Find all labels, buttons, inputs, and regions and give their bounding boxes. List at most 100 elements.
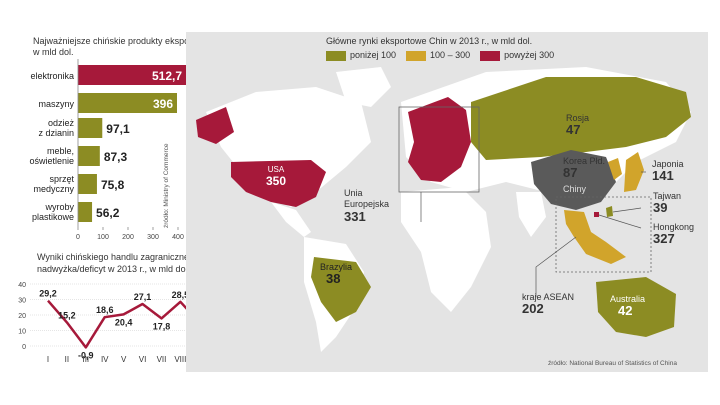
leader-taiwan xyxy=(612,207,642,213)
label-korea-value: 87 xyxy=(563,165,578,180)
label-japan: Japonia 141 xyxy=(652,159,684,183)
label-china: Chiny xyxy=(563,184,587,194)
legend-label-high: powyżej 300 xyxy=(504,50,555,60)
value-label: 18,6 xyxy=(96,305,114,315)
label-japan-value: 141 xyxy=(652,168,674,183)
legend-swatch-high xyxy=(480,50,501,61)
label-hongkong-value: 327 xyxy=(653,231,675,246)
category-label: elektronika xyxy=(30,71,74,81)
value-label: 75,8 xyxy=(101,178,125,192)
month-label: VII xyxy=(157,355,167,364)
x-tick-label: 300 xyxy=(147,234,159,241)
label-australia-name: Australia xyxy=(610,294,646,304)
category-label: medyczny xyxy=(33,184,74,194)
label-australia: Australia 42 xyxy=(610,294,646,318)
exports-unit: w mld dol. xyxy=(33,47,74,57)
bar-5 xyxy=(78,202,93,222)
markets-title: Główne rynki eksportowe Chin w 2013 r., … xyxy=(326,36,533,46)
x-tick-label: 200 xyxy=(122,234,134,241)
world-map xyxy=(196,67,691,352)
bar-2 xyxy=(78,118,103,138)
month-label: I xyxy=(47,355,49,364)
land-greenland xyxy=(336,67,391,107)
value-label: 396 xyxy=(153,97,173,111)
label-hongkong: Hongkong 327 xyxy=(653,222,695,246)
value-label: 20,4 xyxy=(115,317,133,327)
value-label: 27,1 xyxy=(134,292,152,302)
legend-item-high: powyżej 300 xyxy=(480,50,554,61)
value-label: -0,9 xyxy=(78,350,94,360)
label-eu-name: Unia Europejska xyxy=(344,188,390,209)
markets-source: źródło: National Bureau of Statistics of… xyxy=(548,360,677,367)
region-japan xyxy=(624,152,644,192)
value-label: 29,2 xyxy=(39,289,57,299)
category-label: oświetlenie xyxy=(29,156,74,166)
label-usa-name: USA xyxy=(267,165,285,174)
legend-label-low: poniżej 100 xyxy=(350,50,397,60)
region-taiwan xyxy=(606,206,613,217)
label-brazil-name: Brazylia xyxy=(320,262,353,272)
legend-swatch-mid xyxy=(406,50,427,61)
land-africa xyxy=(401,187,491,312)
label-asean: kraje ASEAN 202 xyxy=(522,292,575,316)
label-eu: Unia Europejska 331 xyxy=(344,188,399,224)
y-tick-label: 0 xyxy=(22,344,26,351)
legend-swatch-low xyxy=(326,50,346,61)
month-label: VI xyxy=(139,355,147,364)
region-usa xyxy=(231,160,326,207)
value-label: 28,5 xyxy=(172,290,190,300)
land-central-america xyxy=(271,202,311,237)
value-label: 97,1 xyxy=(106,122,130,136)
label-asean-name: kraje ASEAN xyxy=(522,292,575,302)
label-australia-value: 42 xyxy=(618,303,633,318)
label-hongkong-name: Hongkong xyxy=(653,222,695,232)
y-tick-label: 30 xyxy=(18,298,26,305)
label-taiwan: Tajwan 39 xyxy=(653,191,681,215)
value-label: 512,7 xyxy=(152,69,182,83)
bar-3 xyxy=(78,146,100,166)
label-brazil: Brazylia 38 xyxy=(320,262,353,286)
category-label: sprzęt xyxy=(49,174,74,184)
label-usa-value: 350 xyxy=(265,174,287,188)
label-korea-name: Korea Płd. xyxy=(563,156,606,166)
legend-label-mid: 100 – 300 xyxy=(430,50,471,60)
category-label: plastikowe xyxy=(32,212,74,222)
label-brazil-value: 38 xyxy=(326,271,341,286)
bar-1 xyxy=(78,93,177,113)
x-tick-label: 400 xyxy=(172,234,184,241)
exports-source: źródło: Ministry of Commerce xyxy=(163,143,170,228)
leader-asean xyxy=(535,236,577,297)
legend-item-low: poniżej 100 xyxy=(326,50,396,61)
region-china xyxy=(531,150,616,210)
trade-title-line2: nadwyżka/deficyt w 2013 r., w mld dol. xyxy=(37,264,191,274)
label-asean-value: 202 xyxy=(522,301,544,316)
leader-hongkong xyxy=(598,214,642,229)
label-eu-value: 331 xyxy=(344,209,366,224)
y-tick-label: 10 xyxy=(18,329,26,336)
region-russia xyxy=(471,77,691,160)
label-russia: Rosja 47 xyxy=(566,113,589,137)
region-korea xyxy=(608,158,622,180)
label-japan-name: Japonia xyxy=(652,159,684,169)
eu-callout-box xyxy=(398,106,480,193)
region-eu xyxy=(408,97,471,182)
y-tick-label: 40 xyxy=(18,282,26,289)
category-label: z dzianin xyxy=(38,128,74,138)
value-label: 15,2 xyxy=(58,310,76,320)
label-taiwan-value: 39 xyxy=(653,200,668,215)
region-asean xyxy=(564,210,626,264)
region-brazil xyxy=(311,257,371,322)
bar-4 xyxy=(78,174,97,194)
month-label: VIII xyxy=(174,355,186,364)
label-russia-value: 47 xyxy=(566,122,581,137)
exports-title: Najważniejsze chińskie produkty eksporto… xyxy=(33,36,253,46)
category-label: meble, xyxy=(47,146,74,156)
markets-legend: poniżej 100 100 – 300 powyżej 300 xyxy=(326,50,554,61)
region-hongkong xyxy=(594,212,599,217)
category-label: maszyny xyxy=(38,99,74,109)
category-label: odzież xyxy=(48,118,75,128)
asean-callout-box xyxy=(555,196,652,273)
label-korea: Korea Płd. 87 xyxy=(563,156,606,180)
month-label: IV xyxy=(101,355,109,364)
